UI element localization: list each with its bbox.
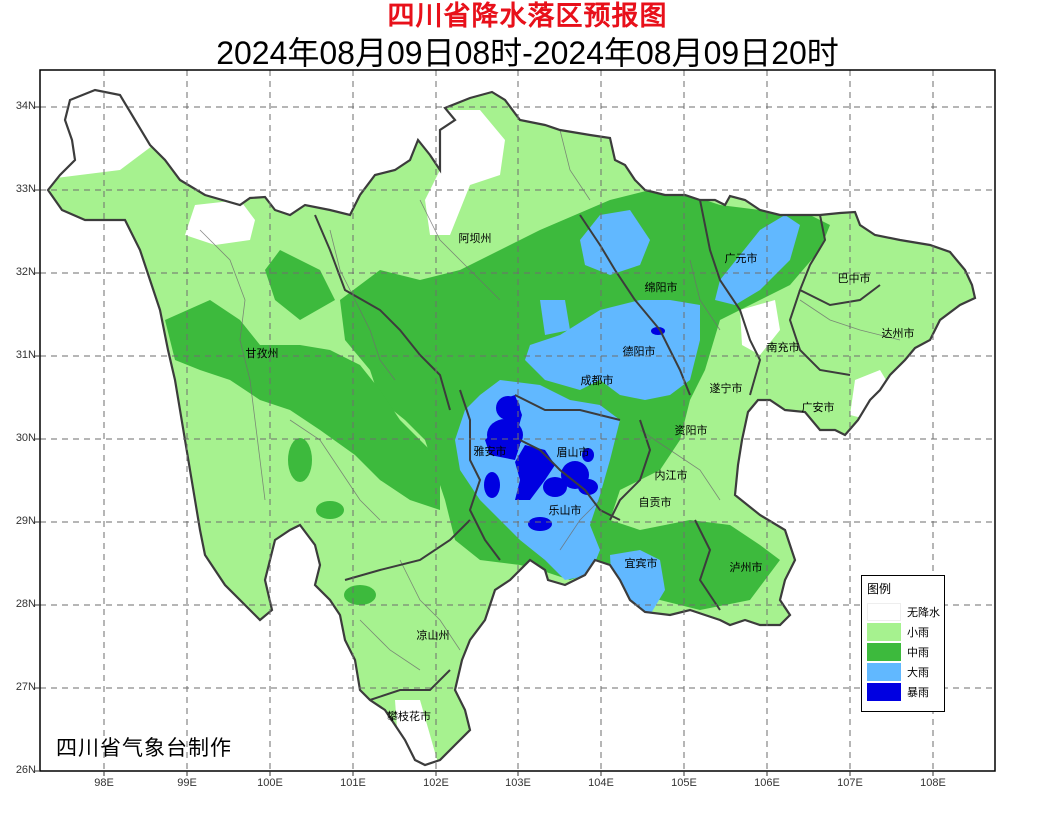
legend-swatch: [867, 683, 901, 701]
lat-label: 33N: [15, 183, 36, 195]
city-label-deyang: 德阳市: [622, 345, 656, 358]
legend-item-light-rain: 小雨: [867, 623, 943, 641]
legend-item-heavy-rain: 大雨: [867, 663, 943, 681]
city-label-mianyang: 绵阳市: [644, 281, 678, 294]
legend: 图例 无降水 小雨 中雨 大雨 暴雨: [861, 575, 945, 712]
legend-swatch: [867, 603, 901, 621]
legend-label: 大雨: [907, 666, 929, 679]
city-label-guangyuan: 广元市: [724, 252, 758, 265]
graticule: [40, 70, 995, 771]
lon-label: 105E: [671, 777, 697, 789]
prefecture-boundaries: [314, 199, 881, 701]
city-label-chengdu: 成都市: [580, 374, 614, 387]
lat-label: 27N: [15, 681, 36, 693]
city-label-yaan: 雅安市: [473, 445, 507, 458]
city-label-yibin: 宜宾市: [624, 557, 658, 570]
lat-label: 31N: [15, 349, 36, 361]
lat-label: 34N: [15, 100, 36, 112]
city-label-bazhong: 巴中市: [837, 272, 871, 285]
forecast-period: 2024年08月09日08时-2024年08月09日20时: [216, 35, 839, 71]
legend-swatch: [867, 663, 901, 681]
city-label-dazhou: 达州市: [881, 327, 915, 340]
lon-label: 108E: [920, 777, 946, 789]
legend-label: 中雨: [907, 646, 929, 659]
legend-item-no-rain: 无降水: [867, 603, 943, 621]
map-title: 四川省降水落区预报图: [387, 1, 668, 32]
legend-label: 无降水: [907, 606, 940, 619]
lon-label: 101E: [340, 777, 366, 789]
city-label-luzhou: 泸州市: [729, 561, 763, 574]
lon-label: 99E: [177, 777, 197, 789]
city-label-liangshan: 凉山州: [416, 629, 450, 642]
lat-label: 28N: [15, 598, 36, 610]
lon-label: 104E: [588, 777, 614, 789]
legend-label: 小雨: [907, 626, 929, 639]
lat-label: 26N: [15, 764, 36, 776]
city-label-nanchong: 南充市: [766, 341, 800, 354]
city-label-zigong: 自贡市: [638, 496, 672, 509]
city-label-suining: 遂宁市: [709, 382, 743, 395]
lon-label: 106E: [754, 777, 780, 789]
lat-label: 32N: [15, 266, 36, 278]
city-label-ganzi: 甘孜州: [245, 347, 279, 360]
city-label-meishan: 眉山市: [556, 446, 590, 459]
legend-swatch: [867, 643, 901, 661]
producer-credit: 四川省气象台制作: [56, 736, 232, 760]
city-label-guangan: 广安市: [801, 401, 835, 414]
city-label-leshan: 乐山市: [548, 504, 582, 517]
lon-label: 103E: [505, 777, 531, 789]
lon-label: 100E: [257, 777, 283, 789]
lon-label: 102E: [423, 777, 449, 789]
legend-label: 暴雨: [907, 686, 929, 699]
legend-item-moderate-rain: 中雨: [867, 643, 943, 661]
city-label-ziyang: 资阳市: [674, 424, 708, 437]
lat-label: 29N: [15, 515, 36, 527]
city-label-panzhihua: 攀枝花市: [387, 710, 431, 723]
city-label-neijiang: 内江市: [654, 469, 688, 482]
lon-label: 107E: [837, 777, 863, 789]
lat-label: 30N: [15, 432, 36, 444]
legend-swatch: [867, 623, 901, 641]
city-label-aba: 阿坝州: [458, 232, 492, 245]
legend-item-rainstorm: 暴雨: [867, 683, 943, 701]
lon-label: 98E: [94, 777, 114, 789]
axis-ticks: [34, 106, 934, 776]
legend-title: 图例: [867, 582, 892, 596]
